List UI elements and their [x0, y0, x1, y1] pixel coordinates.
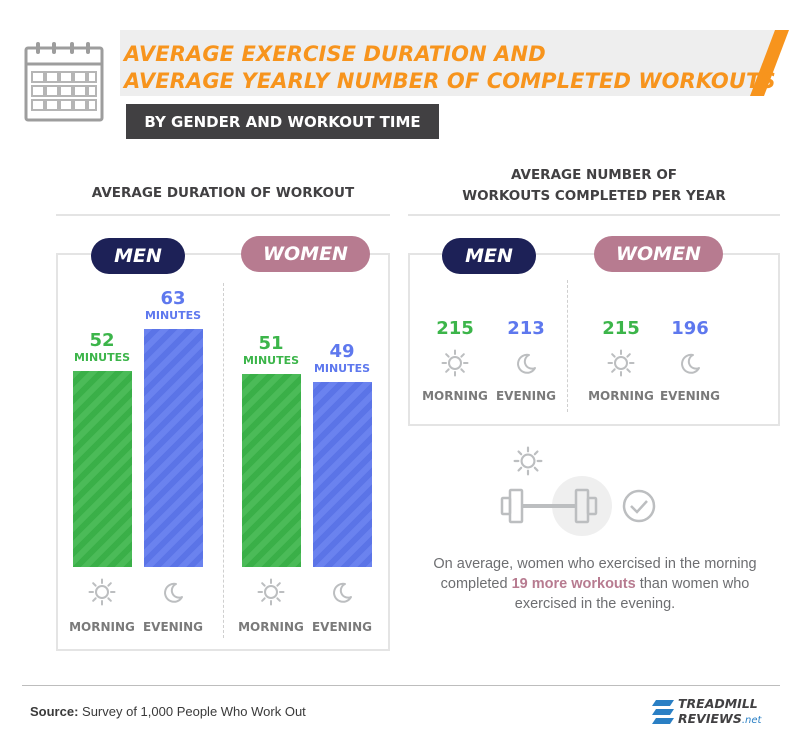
sun-icon — [607, 349, 635, 377]
subtitle-box: BY GENDER AND WORKOUT TIME — [126, 104, 439, 139]
duration-women-pill: WOMEN — [241, 236, 370, 272]
count-label-men-evening: EVENING — [495, 389, 557, 403]
moon-icon — [333, 582, 352, 603]
moon-icon — [517, 353, 536, 374]
title-line-1: AVERAGE EXERCISE DURATION AND — [124, 42, 546, 66]
axis-label-women-evening: EVENING — [311, 620, 373, 634]
duration-heading-rule — [56, 214, 390, 216]
bar-men-morning — [72, 371, 132, 567]
workouts-panel — [408, 253, 780, 426]
axis-label-men-evening: EVENING — [142, 620, 204, 634]
bar-women-morning — [241, 374, 301, 567]
logo-line-1: TREADMILL — [678, 696, 758, 711]
duration-men-pill: MEN — [91, 238, 185, 274]
label-women-evening: 49 MINUTES — [302, 341, 382, 376]
axis-label-women-morning: MORNING — [238, 620, 304, 634]
moon-icon — [164, 582, 183, 603]
moon-icon — [681, 353, 700, 374]
sun-icon — [257, 578, 285, 606]
unit-women-evening: MINUTES — [313, 362, 371, 375]
callout-graphic — [500, 476, 656, 536]
unit-men-evening: MINUTES — [144, 309, 202, 322]
count-label-women-evening: EVENING — [659, 389, 721, 403]
calendar-icon — [24, 42, 104, 122]
workouts-heading-rule — [408, 214, 780, 216]
count-women-morning: 215 — [602, 318, 640, 339]
callout-text: On average, women who exercised in the m… — [410, 554, 780, 614]
value-men-morning: 52 — [89, 330, 115, 351]
workouts-heading: AVERAGE NUMBER OF WORKOUTS COMPLETED PER… — [408, 165, 780, 207]
count-men-evening: 213 — [507, 318, 545, 339]
logo-suffix: .net — [741, 715, 762, 726]
callout-text-before: On average, women who exercised in the m… — [433, 556, 757, 592]
callout-text-after: than women who exercised in the evening. — [514, 576, 750, 612]
workouts-panel-divider — [567, 280, 568, 412]
workouts-heading-line-2: WORKOUTS COMPLETED PER YEAR — [462, 188, 726, 204]
count-label-men-morning: MORNING — [422, 389, 488, 403]
footer-rule — [22, 685, 780, 686]
halo-circle — [552, 476, 612, 536]
value-women-evening: 49 — [329, 341, 355, 362]
duration-heading: AVERAGE DURATION OF WORKOUT — [91, 185, 355, 201]
treadmill-reviews-logo: TREADMILL REVIEWS.net — [650, 694, 790, 734]
callout-highlight: 19 more workouts — [511, 576, 636, 592]
logo-line-2: REVIEWS — [678, 711, 742, 726]
duration-panel-divider — [223, 283, 224, 638]
source-line: Source: Survey of 1,000 People Who Work … — [30, 704, 306, 719]
check-circle-icon — [622, 489, 656, 523]
title-band — [120, 30, 789, 96]
count-women-evening: 196 — [671, 318, 709, 339]
axis-label-men-morning: MORNING — [69, 620, 135, 634]
label-men-morning: 52 MINUTES — [62, 330, 142, 365]
sun-icon — [513, 446, 543, 476]
count-men-morning: 215 — [436, 318, 474, 339]
subtitle: BY GENDER AND WORKOUT TIME — [144, 112, 421, 131]
logo-text: TREADMILL REVIEWS.net — [678, 696, 761, 728]
count-label-women-morning: MORNING — [588, 389, 654, 403]
value-men-evening: 63 — [160, 288, 186, 309]
bar-men-evening — [143, 329, 203, 567]
dumbbell-icon — [500, 488, 598, 524]
title-line-2: AVERAGE YEARLY NUMBER OF COMPLETED WORKO… — [124, 69, 776, 93]
label-women-morning: 51 MINUTES — [231, 333, 311, 368]
unit-women-morning: MINUTES — [242, 354, 300, 367]
value-women-morning: 51 — [258, 333, 284, 354]
sun-icon — [441, 349, 469, 377]
workouts-men-pill: MEN — [442, 238, 536, 274]
sun-icon — [88, 578, 116, 606]
label-men-evening: 63 MINUTES — [133, 288, 213, 323]
workouts-heading-line-1: AVERAGE NUMBER OF — [510, 167, 678, 183]
source-text: Survey of 1,000 People Who Work Out — [82, 704, 306, 719]
bar-women-evening — [312, 382, 372, 567]
workouts-women-pill: WOMEN — [594, 236, 723, 272]
unit-men-morning: MINUTES — [73, 351, 131, 364]
logo-stripes-icon — [652, 700, 674, 724]
source-label: Source: — [30, 704, 79, 719]
